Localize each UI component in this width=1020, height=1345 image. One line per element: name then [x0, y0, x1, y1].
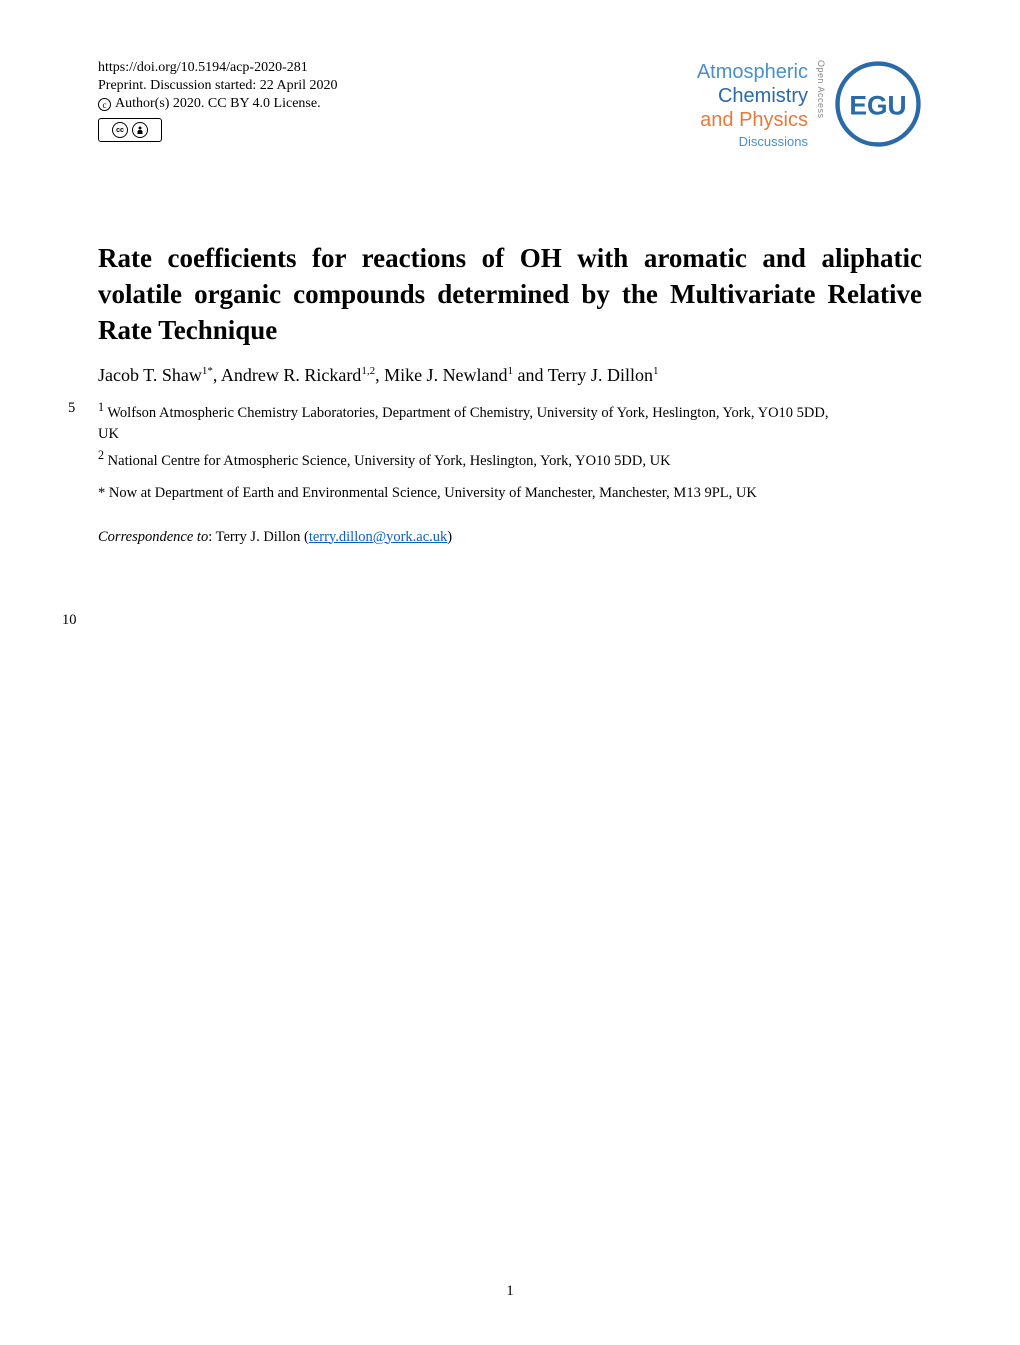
affiliation-1: 5 1 Wolfson Atmospheric Chemistry Labora… — [98, 398, 922, 446]
correspondence-email-link[interactable]: terry.dillon@york.ac.uk — [309, 529, 447, 545]
author-list: Jacob T. Shaw1*, Andrew R. Rickard1,2, M… — [98, 365, 922, 386]
header-right: Atmospheric Chemistry and Physics Discus… — [697, 60, 922, 150]
person-icon — [135, 125, 145, 135]
cc-icon: cc — [112, 122, 128, 138]
affiliations-block: 5 1 Wolfson Atmospheric Chemistry Labora… — [98, 398, 922, 548]
doi-text: https://doi.org/10.5194/acp-2020-281 — [98, 60, 338, 76]
correspondence-name: : Terry J. Dillon ( — [208, 529, 309, 545]
aff2-text: National Centre for Atmospheric Science,… — [104, 453, 671, 469]
copyright-line: c Author(s) 2020. CC BY 4.0 License. — [98, 96, 338, 112]
journal-discussions: Discussions — [697, 134, 808, 150]
author-3-sup: 1 — [508, 365, 514, 377]
paper-title: Rate coefficients for reactions of OH wi… — [98, 240, 922, 349]
journal-line-atmospheric: Atmospheric — [697, 60, 808, 84]
page-header: https://doi.org/10.5194/acp-2020-281 Pre… — [98, 60, 922, 150]
line-number-10: 10 — [62, 612, 77, 629]
affiliation-2: 2 National Centre for Atmospheric Scienc… — [98, 446, 922, 473]
aff1-text-a: Wolfson Atmospheric Chemistry Laboratori… — [104, 405, 828, 421]
affiliation-1-text: 1 Wolfson Atmospheric Chemistry Laborato… — [98, 398, 829, 446]
journal-line-physics: and Physics — [697, 108, 808, 132]
open-access-label: Open Access — [816, 60, 826, 119]
author-4-sup: 1 — [653, 365, 659, 377]
journal-line-chemistry: Chemistry — [697, 84, 808, 108]
author-2: Andrew R. Rickard — [221, 365, 361, 385]
egu-text: EGU — [849, 91, 906, 121]
cc-license-badge: cc — [98, 118, 162, 142]
author-note: * Now at Department of Earth and Environ… — [98, 483, 922, 505]
journal-name: Atmospheric Chemistry and Physics Discus… — [697, 60, 808, 150]
preprint-info: Preprint. Discussion started: 22 April 2… — [98, 78, 338, 94]
author-3: Mike J. Newland — [384, 365, 507, 385]
author-1-sup: 1* — [202, 365, 213, 377]
aff1-text-b: UK — [98, 424, 829, 446]
author-1: Jacob T. Shaw — [98, 365, 202, 385]
correspondence-label: Correspondence to — [98, 529, 208, 545]
page-number: 1 — [506, 1283, 514, 1300]
line-number-5: 5 — [68, 398, 75, 420]
author-2-sup: 1,2 — [361, 365, 375, 377]
copyright-symbol: c — [98, 98, 111, 111]
author-4: Terry J. Dillon — [548, 365, 653, 385]
egu-logo: EGU — [834, 60, 922, 148]
correspondence-close: ) — [447, 529, 452, 545]
header-left: https://doi.org/10.5194/acp-2020-281 Pre… — [98, 60, 338, 142]
correspondence: Correspondence to: Terry J. Dillon (terr… — [98, 527, 922, 549]
copyright-text: Author(s) 2020. CC BY 4.0 License. — [115, 96, 321, 112]
by-icon — [132, 122, 148, 138]
